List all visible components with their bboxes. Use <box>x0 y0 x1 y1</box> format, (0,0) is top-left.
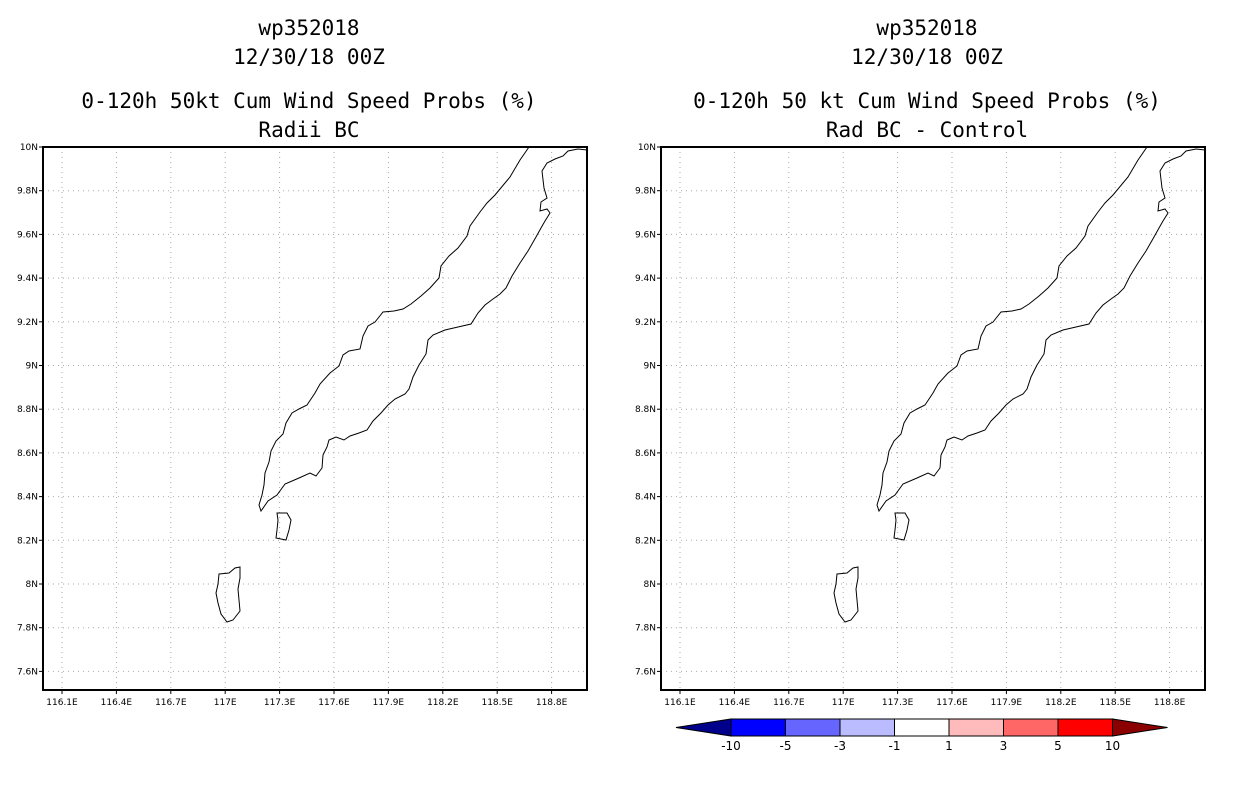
lat-label: 8.4N <box>17 493 38 503</box>
colorbar-label: 10 <box>1105 739 1120 753</box>
lat-label: 10N <box>20 143 38 153</box>
lon-label: 117.3E <box>882 698 914 708</box>
colorbar-label: 1 <box>945 739 953 753</box>
colorbar-label: 5 <box>1054 739 1062 753</box>
gridlines <box>43 147 587 690</box>
lon-label: 117E <box>214 698 237 708</box>
colorbar-segment <box>730 718 786 737</box>
island-outline <box>215 566 241 623</box>
datetime: 12/30/18 00Z <box>851 45 1003 69</box>
colorbar-label: -3 <box>834 739 846 753</box>
datetime: 12/30/18 00Z <box>233 45 385 69</box>
lon-label: 118.2E <box>1045 698 1077 708</box>
colorbar-segment <box>1003 718 1059 737</box>
colorbar-segment <box>785 718 841 737</box>
island-outline <box>833 566 859 623</box>
gridlines <box>661 147 1205 690</box>
map-subtitle: Radii BC <box>258 118 360 142</box>
lat-label: 9N <box>26 362 38 372</box>
map-frame <box>660 146 1206 691</box>
lat-label: 8.4N <box>635 493 656 503</box>
map-left: 10N 9.8N 9.6N 9.4N 9.2N 9N 8.8N 8.6N 8.4N 8.2N 8N 7… <box>17 143 588 708</box>
lat-label: 8.2N <box>635 536 656 546</box>
lat-label: 8.8N <box>635 405 656 415</box>
lat-label: 9.2N <box>635 318 656 328</box>
lat-label: 10N <box>638 143 656 153</box>
lat-label: 8N <box>26 580 38 590</box>
lat-label: 9.2N <box>17 318 38 328</box>
colorbar-legend: -10 -5 -3 -1 1 3 5 10 <box>675 718 1168 753</box>
lat-label: 9N <box>644 362 656 372</box>
island-outline <box>275 512 292 541</box>
lon-label: 118.8E <box>536 698 568 708</box>
lon-label: 118.8E <box>1154 698 1186 708</box>
lat-label: 9.6N <box>17 230 38 240</box>
lat-label: 9.8N <box>635 187 656 197</box>
map-title: 0-120h 50 kt Cum Wind Speed Probs (%) <box>693 89 1161 113</box>
lon-label: 118.5E <box>481 698 513 708</box>
map-title: 0-120h 50kt Cum Wind Speed Probs (%) <box>81 89 537 113</box>
colorbar-segment <box>839 718 895 737</box>
map-frame <box>42 146 588 691</box>
lon-label: 116.4E <box>101 698 133 708</box>
storm-id: wp352018 <box>258 16 360 40</box>
lon-label: 118.5E <box>1099 698 1131 708</box>
colorbar-segment <box>948 718 1004 737</box>
lat-label: 7.6N <box>635 667 656 677</box>
island-outline <box>893 512 910 541</box>
lon-label: 117.3E <box>264 698 296 708</box>
lat-label: 9.4N <box>635 274 656 284</box>
lat-label: 9.4N <box>17 274 38 284</box>
colorbar-label: -10 <box>721 739 741 753</box>
coastline <box>258 146 588 513</box>
lon-label: 117.6E <box>318 698 350 708</box>
lon-label: 116.1E <box>664 698 696 708</box>
lon-label: 116.4E <box>719 698 751 708</box>
lon-label: 118.2E <box>427 698 459 708</box>
lat-label: 8.6N <box>635 449 656 459</box>
lon-label: 117.6E <box>936 698 968 708</box>
lat-label: 7.8N <box>635 624 656 634</box>
lon-label: 117.9E <box>991 698 1023 708</box>
colorbar-label: -1 <box>889 739 901 753</box>
colorbar-segment <box>894 718 950 737</box>
colorbar-label: -5 <box>780 739 792 753</box>
lon-label: 116.1E <box>46 698 78 708</box>
colorbar-segment <box>675 718 732 737</box>
lat-label: 7.6N <box>17 667 38 677</box>
lon-label: 117.9E <box>373 698 405 708</box>
lat-label: 8.6N <box>17 449 38 459</box>
map-right: 10N 9.8N 9.6N 9.4N 9.2N 9N 8.8N 8.6N 8.4N 8.2N 8N 7… <box>635 143 1206 708</box>
colorbar-label: 3 <box>1000 739 1008 753</box>
lat-label: 7.8N <box>17 624 38 634</box>
coastline <box>876 146 1206 513</box>
map-subtitle: Rad BC - Control <box>825 118 1029 142</box>
lat-label: 9.8N <box>17 187 38 197</box>
colorbar-segment <box>1057 718 1113 737</box>
right-panel: wp352018 12/30/18 00Z 0-120h 50 kt Cum W… <box>618 0 1236 800</box>
lat-label: 8N <box>644 580 656 590</box>
lon-label: 116.7E <box>155 698 187 708</box>
left-panel: wp352018 12/30/18 00Z 0-120h 50kt Cum Wi… <box>17 16 588 708</box>
storm-id: wp352018 <box>876 16 978 40</box>
lat-label: 8.2N <box>17 536 38 546</box>
colorbar-segment <box>1112 718 1168 737</box>
lon-label: 117E <box>832 698 855 708</box>
lat-label: 8.8N <box>17 405 38 415</box>
lat-label: 9.6N <box>635 230 656 240</box>
lon-label: 116.7E <box>773 698 805 708</box>
